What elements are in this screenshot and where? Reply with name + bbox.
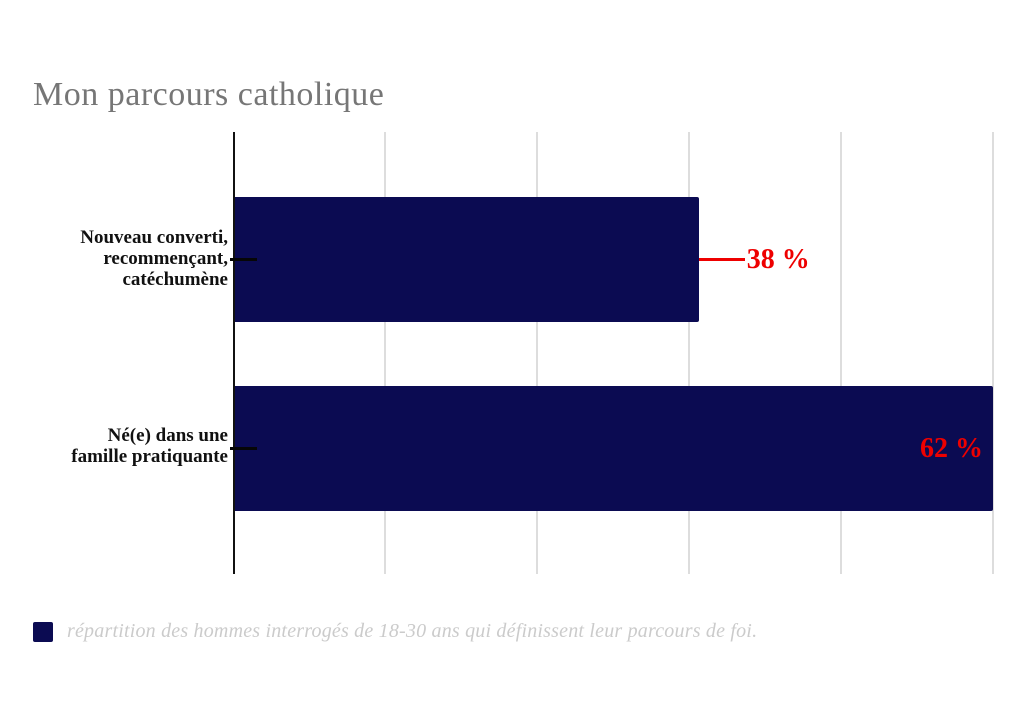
value-label: 38 % [746,243,810,275]
gridline [536,132,538,574]
category-label-ne-famille-pratiquante: Né(e) dans une famille pratiquante [71,425,228,467]
legend: répartition des hommes interrogés de 18-… [33,620,757,643]
bar-nouveau-converti [233,197,699,322]
legend-swatch [33,621,53,642]
value-label: 62 % [920,432,983,464]
gridline [840,132,842,574]
gridline [384,132,386,574]
y-axis-line [233,132,235,574]
category-label-nouveau-converti: Nouveau converti, recommençant, catéchum… [80,227,228,290]
bar-row: 38 % [230,197,993,322]
axis-tick [230,446,257,450]
gridline [992,132,994,574]
legend-label: répartition des hommes interrogés de 18-… [67,620,758,642]
bar-row: 62 % [230,386,993,511]
chart-title: Mon parcours catholique [33,76,385,113]
bar-ne-famille-pratiquante: 62 % [233,386,993,511]
plot-area: 38 % 62 % [230,132,1024,574]
plot-scale: 38 % 62 % [230,132,994,574]
axis-tick [230,257,257,261]
gridline [688,132,690,574]
value-leader-line [698,258,745,261]
